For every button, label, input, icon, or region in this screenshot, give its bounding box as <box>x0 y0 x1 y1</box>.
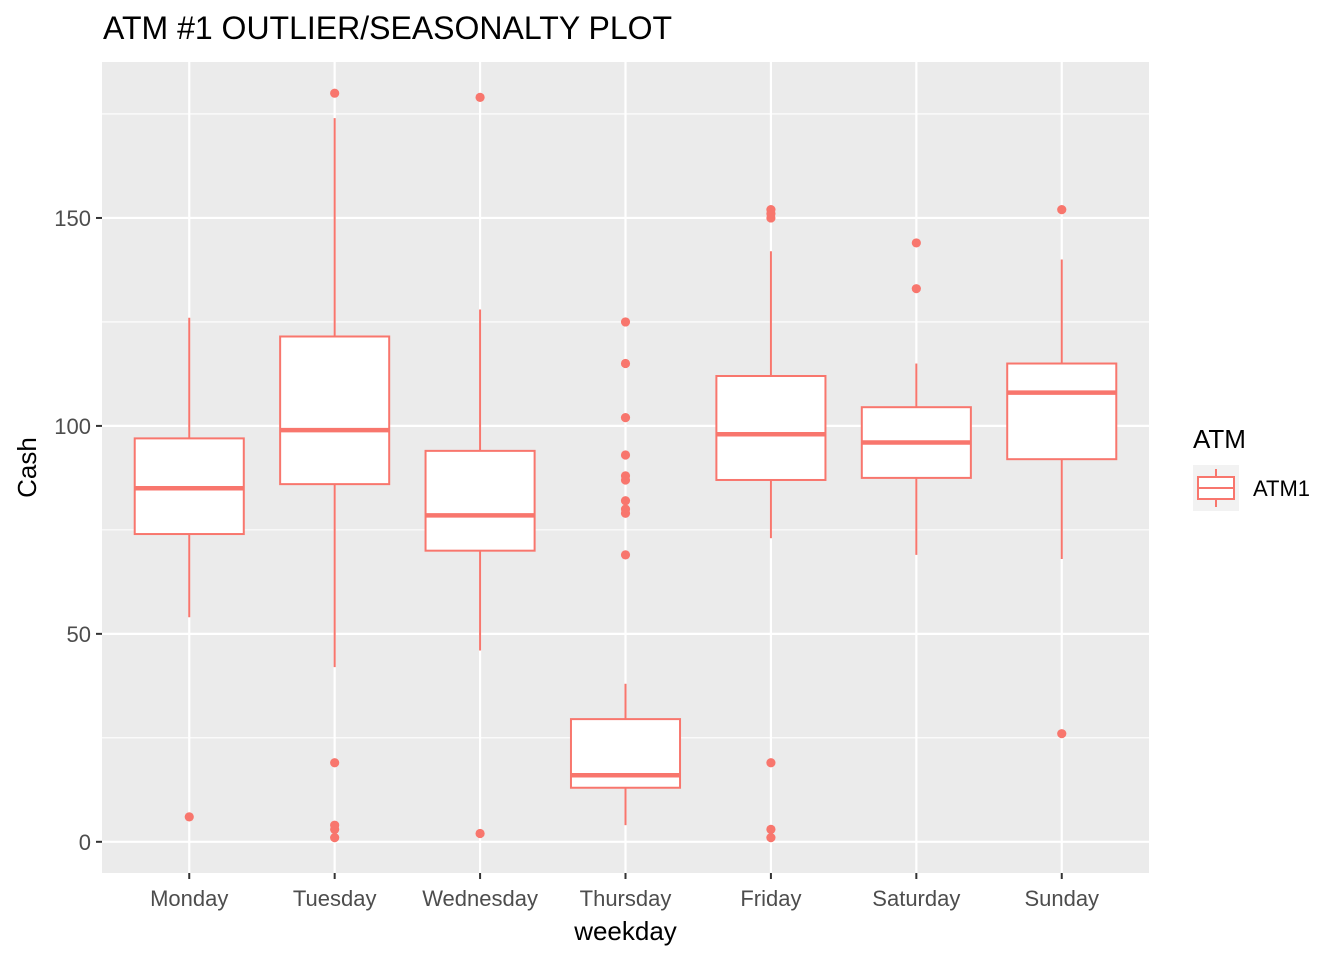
box-iqr <box>424 449 536 552</box>
x-tick-label: Friday <box>740 886 801 911</box>
box-iqr <box>279 335 391 486</box>
outlier-point <box>330 824 340 834</box>
outlier-point <box>475 828 485 839</box>
x-tick-label: Tuesday <box>293 886 377 911</box>
y-axis: 0 50 100 150 <box>54 206 102 855</box>
box-tuesday <box>279 88 391 843</box>
box-thursday <box>569 317 682 826</box>
box-iqr <box>715 375 827 481</box>
outlier-point <box>620 550 631 560</box>
box-iqr <box>1006 362 1118 461</box>
outlier-point <box>475 92 485 102</box>
box-wednesday <box>424 92 536 839</box>
outlier-point <box>911 284 921 294</box>
y-tick-label: 100 <box>54 414 91 439</box>
box-saturday <box>860 238 972 555</box>
x-axis: Monday Tuesday Wednesday Thursday Friday Satu… <box>150 873 1099 911</box>
outlier-point <box>330 833 340 843</box>
outlier-point <box>184 812 194 822</box>
outlier-point <box>1057 205 1067 215</box>
outlier-point <box>766 833 776 843</box>
x-tick-label: Thursday <box>580 886 672 911</box>
legend-title: ATM <box>1193 424 1246 454</box>
outlier-point <box>330 758 340 768</box>
outlier-point <box>1057 729 1067 739</box>
outlier-point <box>620 450 631 460</box>
x-tick-label: Monday <box>150 886 228 911</box>
x-tick-label: Sunday <box>1024 886 1099 911</box>
legend-label-atm1: ATM1 <box>1253 476 1310 501</box>
y-axis-title: Cash <box>12 437 42 498</box>
outlier-point <box>766 824 776 834</box>
outlier-point <box>620 475 631 485</box>
outlier-point <box>620 358 631 369</box>
legend-key-glyph <box>1197 469 1235 507</box>
chart-title: ATM #1 OUTLIER/SEASONALTY PLOT <box>103 10 673 46</box>
x-tick-label: Wednesday <box>422 886 538 911</box>
box-sunday <box>1006 205 1118 739</box>
y-tick-label: 50 <box>67 622 91 647</box>
legend: ATM ATM1 <box>1193 424 1310 511</box>
x-tick-label: Saturday <box>872 886 960 911</box>
outlier-point <box>620 317 631 327</box>
outlier-point <box>766 213 776 223</box>
box-monday <box>133 317 245 822</box>
outlier-point <box>620 412 631 423</box>
y-tick-label: 0 <box>79 830 91 855</box>
outlier-point <box>330 88 340 98</box>
box-group <box>133 88 1118 843</box>
outlier-point <box>620 508 631 518</box>
outlier-point <box>620 496 631 506</box>
y-tick-label: 150 <box>54 206 91 231</box>
box-friday <box>715 205 827 843</box>
x-axis-title: weekday <box>573 916 677 946</box>
outlier-point <box>766 758 776 768</box>
outlier-point <box>911 238 921 248</box>
